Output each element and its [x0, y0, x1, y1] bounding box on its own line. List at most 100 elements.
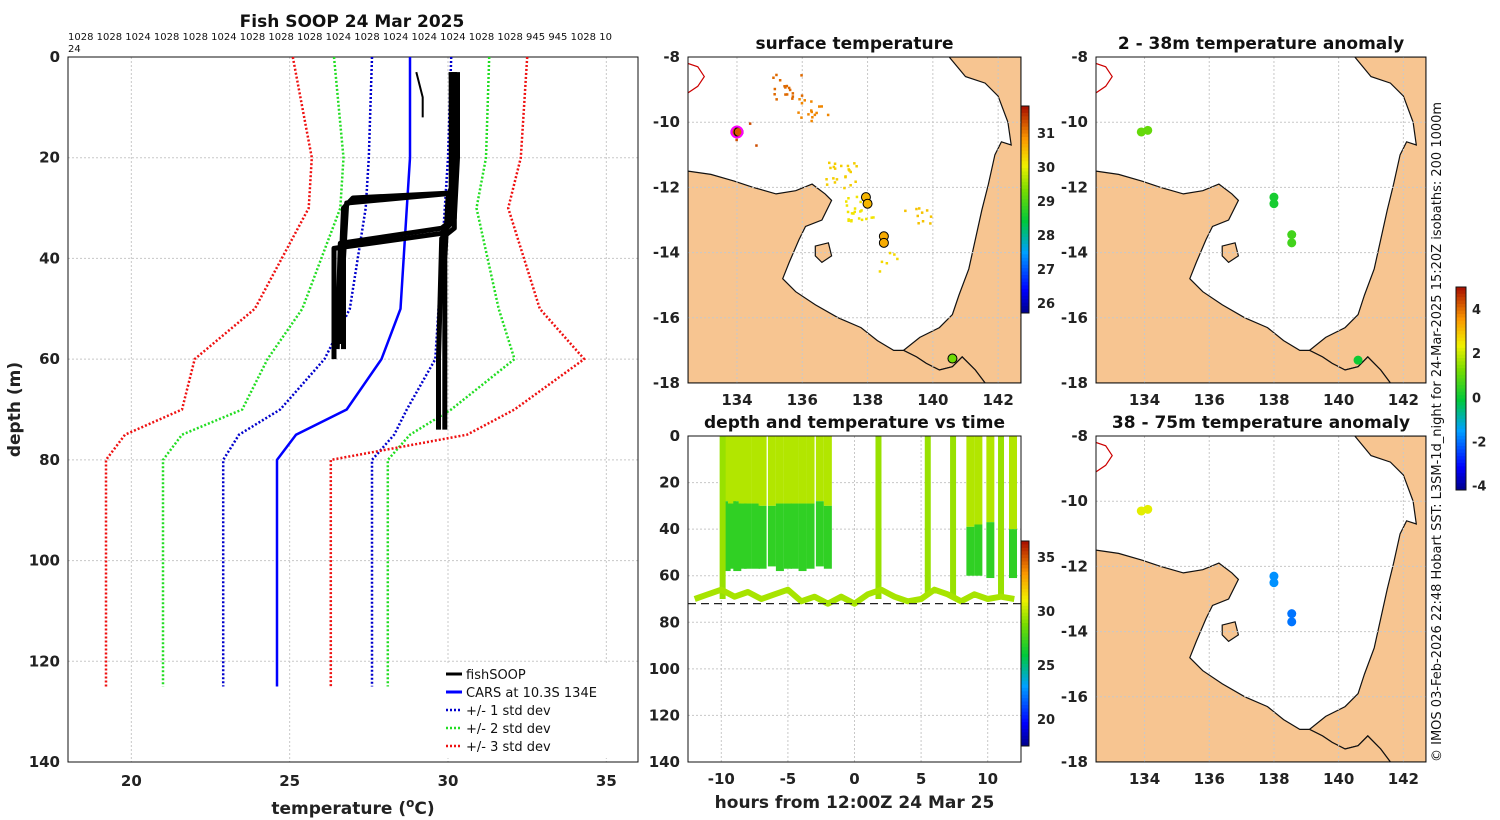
land-polygon [1096, 170, 1392, 383]
sst-colorbar-cell [1021, 147, 1029, 152]
sst-colorbar-tick: 30 [1037, 161, 1055, 176]
map-x-tick: 140 [1323, 391, 1354, 409]
map-y-tick: -12 [1061, 557, 1088, 575]
sst-pixel [917, 222, 920, 225]
x-tick-label: 35 [596, 772, 617, 790]
dt-colorbar-cell [1021, 664, 1029, 668]
sst-pixel [820, 105, 823, 108]
dt-colorbar-cell [1021, 735, 1029, 740]
cast-cool [733, 501, 742, 572]
anomaly-point [1287, 609, 1297, 619]
sst-colorbar-cell [1021, 230, 1029, 235]
sst-pixel [800, 74, 803, 77]
dt-colorbar-cell [1021, 633, 1029, 638]
sst-pixel [832, 177, 835, 180]
sst-colorbar-cell [1021, 292, 1029, 297]
sst-pixel [788, 88, 792, 92]
legend-item-std1: +/- 1 std dev [466, 704, 551, 719]
sst-colorbar-cell [1021, 202, 1029, 207]
std2-upper-line [386, 56, 516, 687]
cast-warm [775, 436, 784, 504]
cast-cool [751, 503, 760, 569]
map-y-tick: -12 [653, 178, 680, 196]
anomaly-colorbar-tick: -2 [1472, 435, 1486, 450]
dt-x-tick: -10 [708, 770, 735, 788]
sst-pixel [859, 200, 862, 204]
sst-colorbar-cell [1021, 171, 1029, 176]
anomaly-colorbar-cell [1456, 432, 1466, 437]
sst-pixel [840, 164, 843, 168]
anomaly-point [1287, 617, 1297, 627]
y-axis-label: depth (m) [5, 362, 25, 457]
anomaly-colorbar-cell [1456, 442, 1466, 447]
sst-colorbar-cell [1021, 140, 1029, 145]
anomaly-colorbar-cell [1456, 412, 1466, 417]
sst-colorbar-cell [1021, 161, 1029, 166]
cast-warm [722, 436, 731, 502]
dt-colorbar-cell [1021, 718, 1029, 723]
y-tick-label: 80 [39, 451, 60, 469]
map-x-tick: 136 [787, 391, 818, 409]
anomaly-colorbar-cell [1456, 415, 1466, 420]
anomaly-point [1143, 504, 1153, 514]
sst-pixel [925, 209, 929, 212]
dt-colorbar-cell [1021, 708, 1029, 713]
dt-colorbar-cell [1021, 667, 1029, 672]
dt-x-tick: 0 [849, 770, 859, 788]
cast-warm [806, 436, 815, 504]
sst-colorbar-cell [1021, 192, 1029, 197]
dt-colorbar-cell [1021, 541, 1029, 545]
legend-box [438, 664, 634, 758]
sst-colorbar-cell [1021, 268, 1029, 273]
x-axis-label-sup: o [406, 796, 414, 810]
sst-pixel [810, 100, 813, 103]
dt-colorbar-cell [1021, 554, 1029, 559]
sst-pixel [800, 116, 803, 119]
map-x-tick: 136 [1194, 391, 1225, 409]
land-polygon [1221, 621, 1240, 643]
sst-pixel [785, 84, 789, 88]
sst-pixel [787, 86, 791, 90]
map-y-tick: -14 [653, 244, 680, 262]
sst-colorbar-cell [1021, 309, 1029, 314]
sst-pixel [865, 217, 868, 221]
anomaly-colorbar-cell [1456, 462, 1466, 467]
sst-pixel [755, 144, 758, 147]
sst-pixel [843, 186, 846, 190]
y-tick-label: 100 [29, 552, 60, 570]
sst-pixel [784, 93, 787, 96]
dt-colorbar-cell [1021, 612, 1029, 617]
sst-colorbar-cell [1021, 278, 1029, 283]
dt-colorbar-cell [1021, 585, 1029, 590]
map-x-tick: 140 [1323, 770, 1354, 788]
sst-pixel [828, 161, 831, 165]
sst-pixel [920, 211, 924, 214]
map-y-tick: -10 [653, 113, 680, 131]
sst-colorbar-cell [1021, 264, 1029, 269]
anomaly-colorbar-tick: 4 [1472, 303, 1481, 318]
sst-pixel [929, 215, 933, 218]
sst-point [862, 198, 873, 209]
map-y-tick: -10 [1061, 492, 1088, 510]
sst-colorbar-cell [1021, 137, 1029, 141]
map-x-tick: 138 [1258, 770, 1289, 788]
cast-cool [783, 503, 792, 569]
anomaly-colorbar-cell [1456, 398, 1466, 403]
anomaly-colorbar-cell [1456, 297, 1466, 302]
anomaly-colorbar-cell [1456, 425, 1466, 430]
sst-pixel [783, 85, 786, 88]
sst-pixel [872, 216, 875, 219]
map-y-tick: -16 [653, 309, 680, 327]
anomaly-colorbar-cell [1456, 446, 1466, 450]
sst-pixel [885, 262, 889, 265]
x-tick-label: 30 [438, 772, 459, 790]
anomaly-colorbar-cell [1456, 320, 1466, 325]
dt-colorbar-cell [1021, 650, 1029, 655]
anomaly-point [1143, 125, 1153, 135]
map-y-tick: -18 [653, 374, 680, 392]
sst-colorbar-cell [1021, 299, 1029, 304]
anomaly-colorbar-cell [1456, 290, 1466, 295]
cast-cool [767, 505, 776, 567]
bottom-track [693, 586, 1015, 607]
